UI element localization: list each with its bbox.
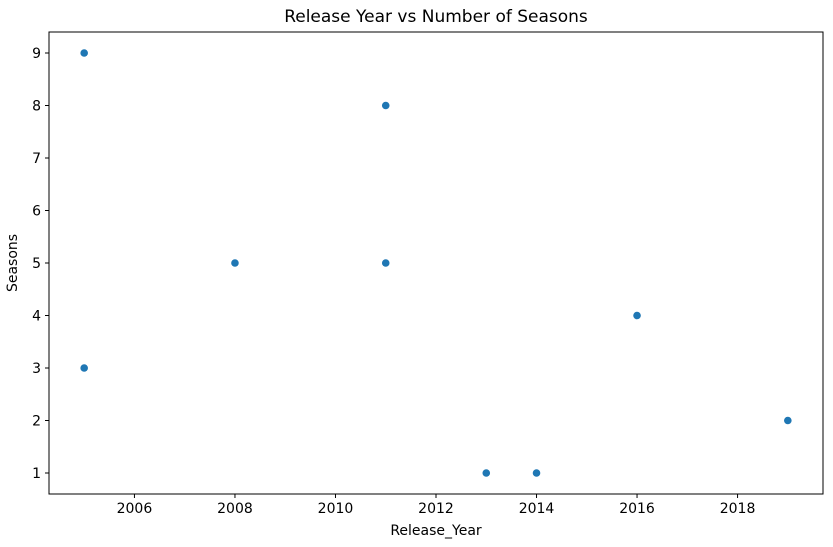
- scatter-point: [80, 49, 88, 57]
- y-axis-label: Seasons: [5, 234, 21, 292]
- x-axis-label: Release_Year: [390, 523, 482, 539]
- chart-title: Release Year vs Number of Seasons: [284, 7, 588, 27]
- y-tick-label: 1: [32, 466, 41, 482]
- y-tick-label: 9: [32, 46, 41, 62]
- y-tick-label: 6: [32, 204, 41, 220]
- plot-area-border: [48, 31, 824, 495]
- scatter-point: [80, 364, 88, 372]
- scatter-point: [381, 259, 390, 267]
- scatter-point: [784, 416, 792, 425]
- scatter-point: [532, 469, 541, 477]
- y-tick-label: 4: [32, 309, 41, 325]
- x-tick-label: 2008: [217, 501, 253, 517]
- scatter-point: [482, 469, 491, 477]
- x-tick-label: 2006: [117, 501, 153, 517]
- x-tick-label: 2016: [619, 501, 655, 517]
- scatter-point: [381, 101, 390, 110]
- x-axis-ticks: 2006 2008 2010 2012 2014 2016 2018: [117, 494, 756, 517]
- y-tick-label: 2: [32, 414, 41, 430]
- x-tick-label: 2012: [418, 501, 454, 517]
- x-tick-label: 2014: [519, 501, 555, 517]
- y-tick-label: 8: [32, 99, 41, 115]
- x-tick-label: 2018: [720, 501, 756, 517]
- y-tick-label: 7: [32, 151, 41, 167]
- y-axis-ticks: 1 2 3 4 5 6 7 8 9: [32, 46, 49, 482]
- y-tick-label: 3: [32, 361, 41, 377]
- y-tick-label: 5: [32, 256, 41, 272]
- x-tick-label: 2010: [318, 501, 354, 517]
- scatter-point: [231, 259, 239, 267]
- data-points: [80, 49, 792, 477]
- scatter-point: [633, 311, 641, 320]
